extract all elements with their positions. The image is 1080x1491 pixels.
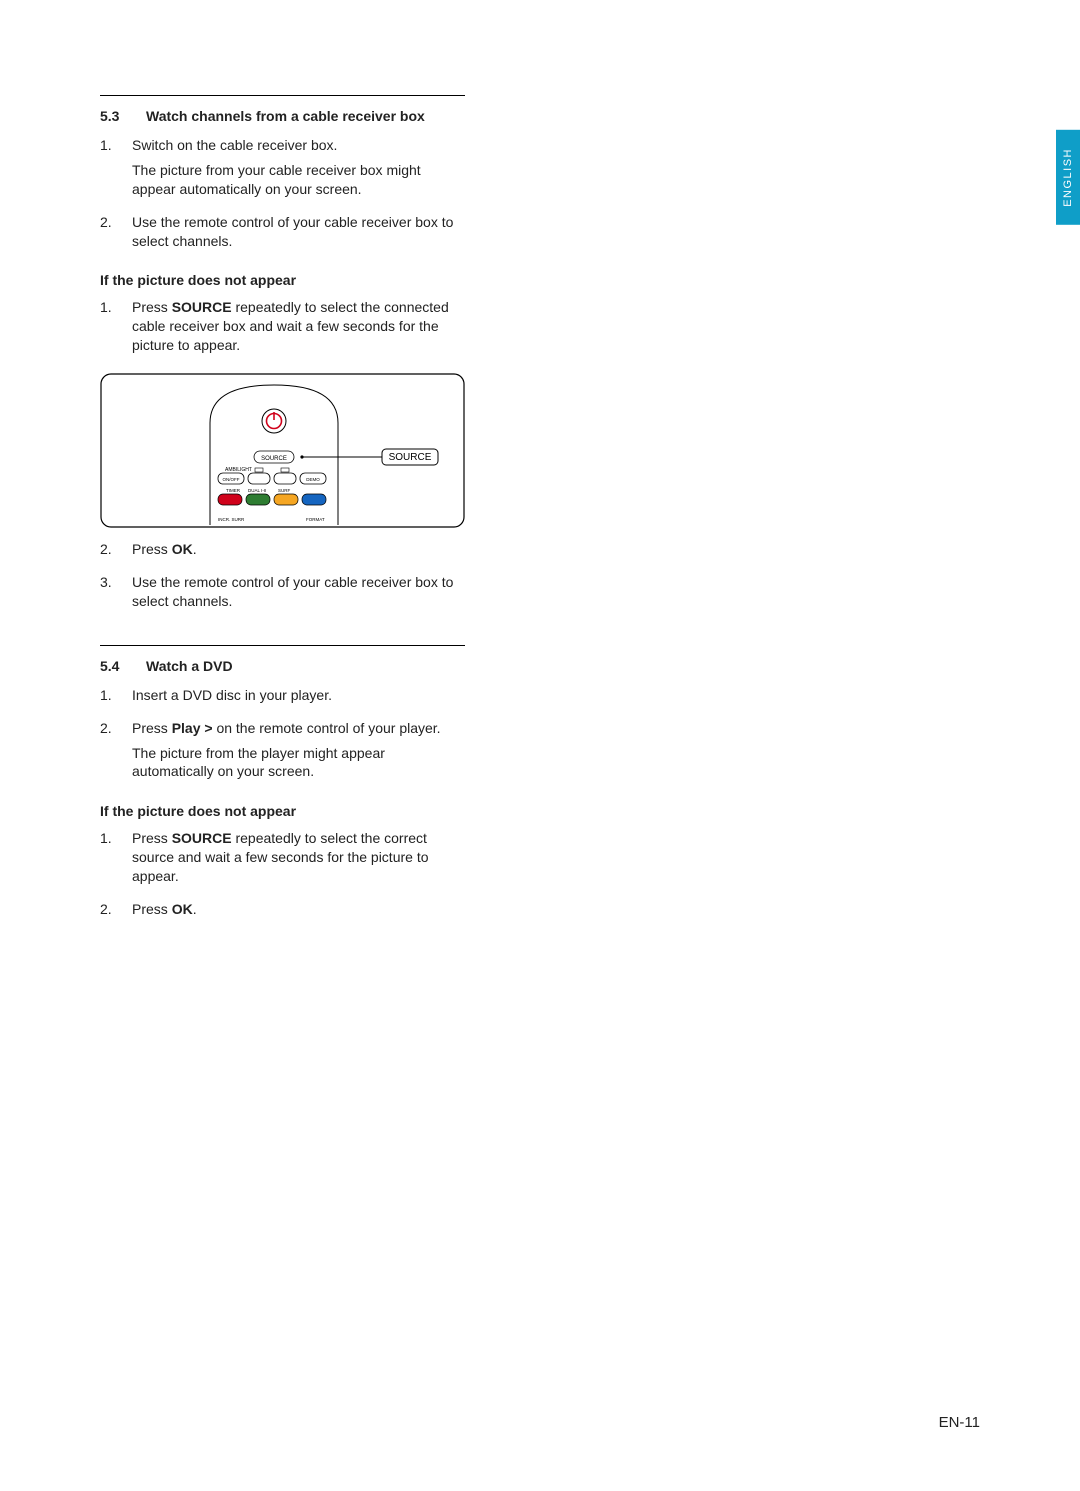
section-title: Watch channels from a cable receiver box	[146, 108, 465, 124]
step-text: Use the remote control of your cable rec…	[132, 213, 465, 251]
step-item: Use the remote control of your cable rec…	[100, 213, 465, 257]
svg-text:ON/OFF: ON/OFF	[223, 477, 240, 482]
step-text: Insert a DVD disc in your player.	[132, 686, 465, 705]
content-column: 5.3 Watch channels from a cable receiver…	[100, 95, 465, 925]
section-number: 5.4	[100, 658, 146, 674]
subheading: If the picture does not appear	[100, 272, 465, 288]
section-rule	[100, 95, 465, 96]
section-title: Watch a DVD	[146, 658, 465, 674]
text-bold: OK	[172, 901, 193, 917]
steps-list: Press OK. Use the remote control of your…	[100, 540, 465, 617]
svg-text:DEMO: DEMO	[306, 477, 320, 482]
section-heading-54: 5.4 Watch a DVD	[100, 658, 465, 674]
text-run: on the remote control of your player.	[213, 720, 441, 736]
text-run: Press	[132, 541, 172, 557]
text-bold: OK	[172, 541, 193, 557]
text-run: .	[193, 901, 197, 917]
step-text: The picture from your cable receiver box…	[132, 161, 465, 199]
step-item: Press Play > on the remote control of yo…	[100, 719, 465, 788]
svg-text:FORMAT: FORMAT	[306, 517, 325, 522]
text-run: Press	[132, 901, 172, 917]
remote-figure: SOURCE SOURCE AMBILIGHT ON/OFF DEMO TIME…	[100, 373, 465, 528]
text-bold: Play >	[172, 720, 213, 736]
steps-list: Switch on the cable receiver box. The pi…	[100, 136, 465, 256]
section-rule	[100, 645, 465, 646]
step-item: Switch on the cable receiver box. The pi…	[100, 136, 465, 205]
step-item: Press SOURCE repeatedly to select the co…	[100, 298, 465, 361]
svg-text:TIMER: TIMER	[226, 488, 241, 493]
subheading: If the picture does not appear	[100, 803, 465, 819]
step-text: Press SOURCE repeatedly to select the co…	[132, 298, 465, 355]
svg-text:AMBILIGHT: AMBILIGHT	[225, 467, 252, 473]
text-run: Press	[132, 830, 172, 846]
step-text: Use the remote control of your cable rec…	[132, 573, 465, 611]
step-text: Press OK.	[132, 540, 465, 559]
section-number: 5.3	[100, 108, 146, 124]
text-run: .	[193, 541, 197, 557]
text-run: Press	[132, 720, 172, 736]
step-item: Use the remote control of your cable rec…	[100, 573, 465, 617]
steps-list: Press SOURCE repeatedly to select the co…	[100, 829, 465, 925]
step-text: Press OK.	[132, 900, 465, 919]
steps-list: Insert a DVD disc in your player. Press …	[100, 686, 465, 788]
step-item: Press OK.	[100, 540, 465, 565]
text-bold: SOURCE	[172, 830, 232, 846]
step-item: Press OK.	[100, 900, 465, 925]
section-heading-53: 5.3 Watch channels from a cable receiver…	[100, 108, 465, 124]
step-item: Insert a DVD disc in your player.	[100, 686, 465, 711]
step-item: Press SOURCE repeatedly to select the co…	[100, 829, 465, 892]
svg-text:SURF: SURF	[278, 488, 291, 493]
text-bold: SOURCE	[172, 299, 232, 315]
callout-label: SOURCE	[389, 452, 432, 463]
step-text: Press SOURCE repeatedly to select the co…	[132, 829, 465, 886]
page-footer: EN-11	[939, 1414, 980, 1431]
svg-text:DUAL I-II: DUAL I-II	[248, 488, 266, 493]
language-tab: ENGLISH	[1056, 130, 1080, 225]
source-button-label: SOURCE	[261, 456, 287, 462]
step-text: Press Play > on the remote control of yo…	[132, 719, 465, 738]
text-run: Press	[132, 299, 172, 315]
svg-text:INCR. SURR: INCR. SURR	[218, 517, 245, 522]
steps-list: Press SOURCE repeatedly to select the co…	[100, 298, 465, 361]
step-text: The picture from the player might appear…	[132, 744, 465, 782]
step-text: Switch on the cable receiver box.	[132, 136, 465, 155]
